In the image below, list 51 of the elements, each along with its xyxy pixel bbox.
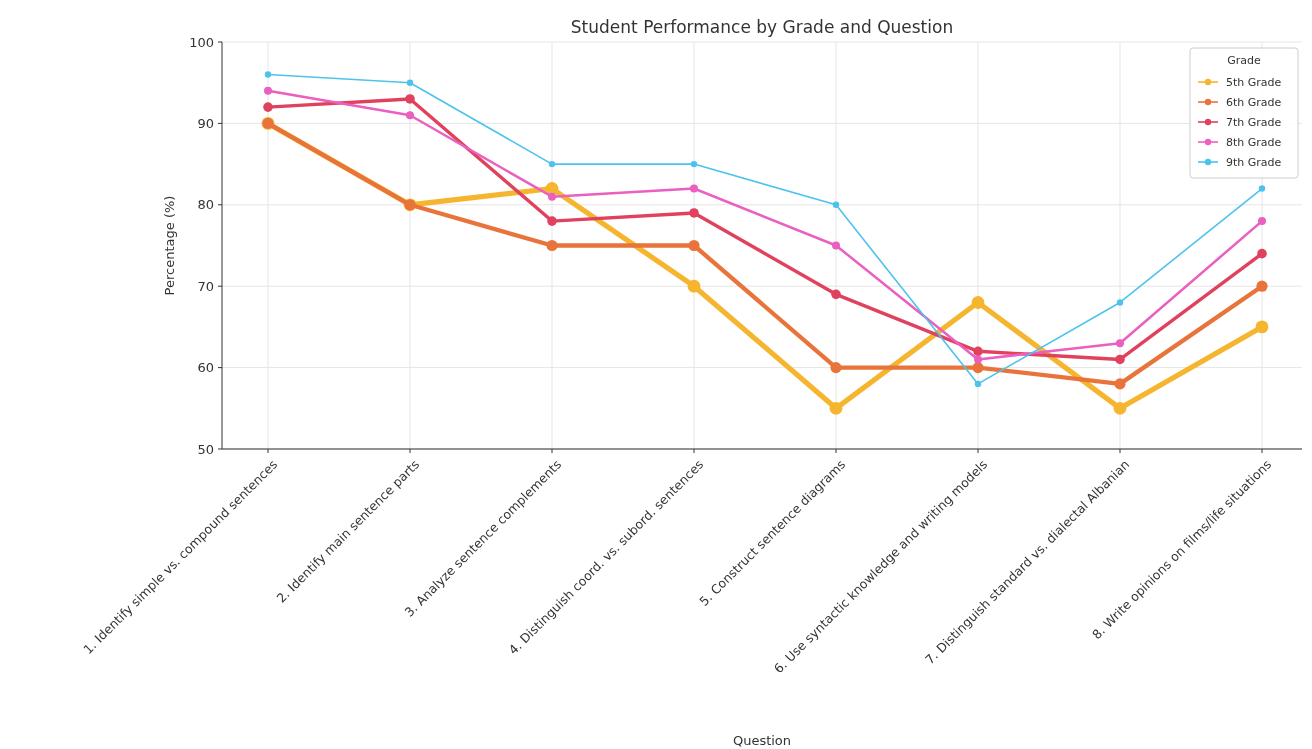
y-axis-title: Percentage (%) <box>162 195 177 296</box>
point <box>829 401 843 415</box>
y-tick-label: 60 <box>197 360 214 376</box>
point <box>406 111 414 120</box>
point <box>690 160 698 168</box>
point <box>974 380 982 388</box>
point <box>690 184 698 193</box>
chart-title: Student Performance by Grade and Question <box>570 17 954 37</box>
point <box>971 296 985 309</box>
point <box>1256 280 1268 292</box>
legend-label: 8th Grade <box>1226 135 1282 149</box>
point <box>546 239 558 252</box>
y-tick-label: 90 <box>197 115 214 131</box>
point <box>972 362 984 374</box>
point <box>263 102 273 112</box>
point <box>832 201 840 208</box>
point <box>831 289 841 300</box>
point <box>406 79 414 86</box>
point <box>1114 378 1126 390</box>
y-tick-label: 50 <box>197 441 214 457</box>
point <box>1258 217 1266 226</box>
point <box>1116 339 1124 348</box>
point <box>689 208 699 218</box>
y-tick-label: 70 <box>197 278 214 294</box>
point <box>973 346 983 357</box>
point <box>547 216 557 226</box>
point <box>405 94 415 104</box>
point <box>1115 354 1125 365</box>
legend-label: 9th Grade <box>1226 155 1282 169</box>
point <box>832 241 840 250</box>
point <box>548 160 556 168</box>
point <box>830 362 842 374</box>
point <box>545 182 559 195</box>
point <box>548 192 556 201</box>
point <box>687 279 701 293</box>
legend-label: 7th Grade <box>1226 115 1282 129</box>
point <box>264 86 272 95</box>
point <box>1258 185 1266 192</box>
y-tick-label: 100 <box>189 34 214 50</box>
legend-title: Grade <box>1227 54 1261 67</box>
y-tick-label: 80 <box>197 197 214 213</box>
x-axis-title: Question <box>732 733 792 748</box>
point <box>974 355 982 364</box>
point <box>264 71 272 78</box>
point <box>1116 299 1124 306</box>
legend-label: 6th Grade <box>1226 95 1282 109</box>
point <box>1255 320 1269 334</box>
legend-label: 5th Grade <box>1226 75 1282 89</box>
point <box>1113 401 1127 415</box>
point <box>688 239 700 252</box>
point <box>1257 248 1267 259</box>
